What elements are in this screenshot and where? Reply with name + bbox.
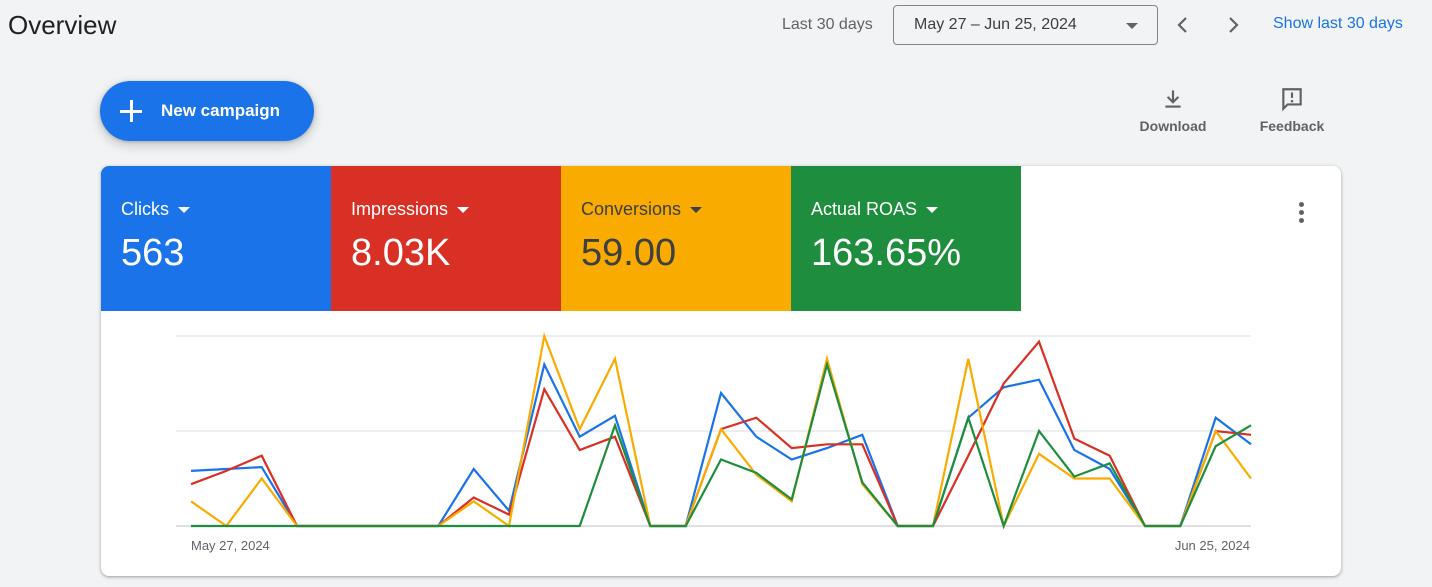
metric-name: Actual ROAS	[811, 199, 1021, 220]
new-campaign-label: New campaign	[161, 101, 281, 120]
date-range-select[interactable]: May 27 – Jun 25, 2024	[893, 5, 1158, 45]
performance-card: Clicks 563 Impressions 8.03K Conversions…	[101, 166, 1341, 576]
metric-name: Conversions	[581, 199, 791, 220]
new-campaign-button[interactable]: New campaign	[100, 81, 314, 141]
date-range-label: Last 30 days	[782, 16, 873, 33]
chevron-left-icon	[1177, 17, 1187, 33]
x-axis-end-label: Jun 25, 2024	[1175, 538, 1250, 553]
date-range-value: May 27 – Jun 25, 2024	[914, 16, 1077, 33]
page-title: Overview	[8, 10, 117, 40]
series-line-actual-roas	[191, 360, 1252, 530]
previous-period-button[interactable]	[1166, 8, 1200, 42]
metric-tile-impressions[interactable]: Impressions 8.03K	[331, 166, 561, 311]
dropdown-caret-icon	[1126, 23, 1138, 29]
more-vert-icon-dot	[1298, 217, 1304, 223]
metric-tile-actual-roas[interactable]: Actual ROAS 163.65%	[791, 166, 1021, 311]
metric-value: 163.65%	[811, 232, 962, 274]
chart-grid	[176, 335, 1251, 527]
metric-label: Actual ROAS	[811, 199, 918, 219]
metric-value: 563	[121, 232, 185, 274]
chevron-right-icon	[1229, 17, 1239, 33]
metric-label: Conversions	[581, 199, 682, 219]
dropdown-caret-icon	[178, 206, 190, 213]
metric-label: Impressions	[351, 199, 449, 219]
performance-line-chart: May 27, 2024 Jun 25, 2024	[176, 331, 1252, 553]
x-axis-start-label: May 27, 2024	[191, 538, 270, 553]
dropdown-caret-icon	[457, 206, 470, 213]
download-icon	[1165, 90, 1181, 108]
show-last-30-days-link[interactable]: Show last 30 days	[1273, 15, 1403, 32]
more-vert-icon-dot	[1298, 209, 1304, 215]
metric-tile-conversions[interactable]: Conversions 59.00	[561, 166, 791, 311]
series-line-clicks	[190, 361, 1252, 528]
feedback-label: Feedback	[1259, 118, 1325, 134]
metric-value: 59.00	[581, 232, 677, 274]
metric-value: 8.03K	[351, 232, 451, 274]
feedback-icon	[1282, 88, 1302, 112]
plus-icon	[120, 100, 142, 122]
metric-name: Clicks	[121, 199, 331, 220]
more-vert-icon-dot	[1298, 201, 1304, 207]
metric-name: Impressions	[351, 199, 561, 220]
more-options-button[interactable]	[1287, 198, 1315, 226]
dropdown-caret-icon	[926, 206, 939, 213]
download-label: Download	[1139, 118, 1207, 134]
chart-series-lines	[190, 331, 1252, 530]
dropdown-caret-icon	[690, 206, 703, 213]
series-line-impressions	[190, 339, 1252, 528]
metric-tile-clicks[interactable]: Clicks 563	[101, 166, 331, 311]
next-period-button[interactable]	[1216, 8, 1250, 42]
feedback-button[interactable]: Feedback	[1256, 86, 1328, 134]
download-button[interactable]: Download	[1138, 86, 1208, 134]
metric-label: Clicks	[121, 199, 169, 219]
